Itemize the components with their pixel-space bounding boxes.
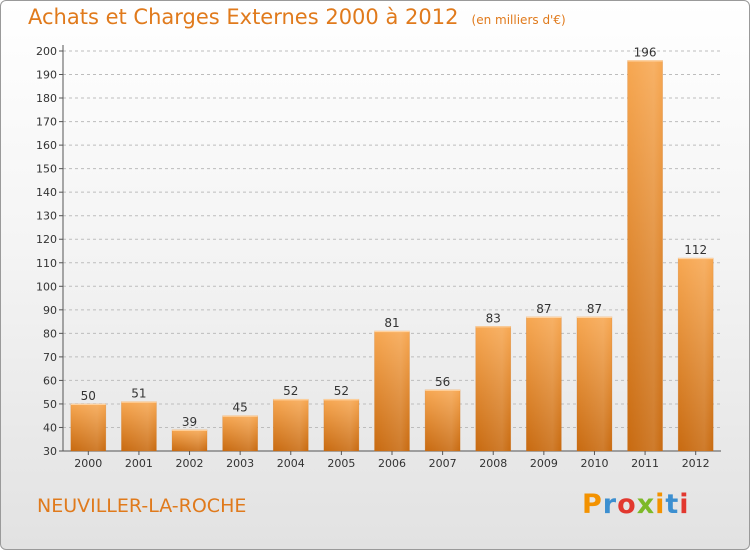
bar-shine bbox=[475, 326, 511, 451]
y-tick-label: 110 bbox=[36, 257, 57, 270]
logo-letter: i bbox=[679, 489, 690, 520]
y-tick-label: 200 bbox=[36, 45, 57, 58]
y-tick-label: 160 bbox=[36, 139, 57, 152]
x-tick-label: 2006 bbox=[378, 457, 406, 470]
bar-shine bbox=[526, 316, 562, 451]
x-tick-label: 2012 bbox=[682, 457, 710, 470]
x-tick-label: 2011 bbox=[631, 457, 659, 470]
logo-letter: t bbox=[665, 489, 680, 520]
data-label: 112 bbox=[684, 243, 707, 257]
data-label: 87 bbox=[536, 302, 551, 316]
bar-shine bbox=[425, 389, 461, 451]
chart-title-text: Achats et Charges Externes 2000 à 2012 bbox=[28, 5, 459, 29]
x-tick-label: 2003 bbox=[226, 457, 254, 470]
y-tick-label: 30 bbox=[43, 445, 57, 458]
bar-shine bbox=[172, 429, 208, 451]
data-label: 39 bbox=[182, 415, 197, 429]
bar-shine bbox=[374, 331, 410, 451]
bar-shine bbox=[70, 403, 106, 451]
data-label: 51 bbox=[131, 387, 146, 401]
logo-letter: P bbox=[582, 489, 603, 520]
x-tick-label: 2007 bbox=[429, 457, 457, 470]
data-label: 45 bbox=[233, 401, 248, 415]
bar-shine bbox=[222, 415, 258, 451]
y-tick-label: 140 bbox=[36, 186, 57, 199]
y-tick-label: 150 bbox=[36, 163, 57, 176]
y-tick-label: 190 bbox=[36, 69, 57, 82]
x-tick-label: 2004 bbox=[277, 457, 305, 470]
chart-title: Achats et Charges Externes 2000 à 2012 (… bbox=[28, 5, 566, 29]
data-label: 52 bbox=[334, 384, 349, 398]
y-tick-label: 130 bbox=[36, 210, 57, 223]
bars bbox=[70, 60, 714, 452]
y-tick-label: 180 bbox=[36, 92, 57, 105]
bar-shine bbox=[323, 399, 359, 451]
x-tick-label: 2002 bbox=[176, 457, 204, 470]
logo-letter: x bbox=[636, 489, 656, 520]
x-tick-label: 2008 bbox=[479, 457, 507, 470]
y-tick-label: 70 bbox=[43, 351, 57, 364]
data-label: 83 bbox=[486, 311, 501, 325]
x-tick-label: 2000 bbox=[74, 457, 102, 470]
data-label: 52 bbox=[283, 384, 298, 398]
commune-name: NEUVILLER-LA-ROCHE bbox=[37, 495, 247, 517]
bar-shine bbox=[576, 316, 612, 451]
y-tick-label: 90 bbox=[43, 304, 57, 317]
y-tick-label: 120 bbox=[36, 233, 57, 246]
y-tick-label: 50 bbox=[43, 398, 57, 411]
x-tick-label: 2009 bbox=[530, 457, 558, 470]
logo-letter: i bbox=[655, 489, 666, 520]
data-label: 50 bbox=[81, 389, 96, 403]
labels: 30 40 50 60 70 80 90 100 110 120 130 140 150 160 170 18… bbox=[36, 45, 710, 470]
y-tick-label: 40 bbox=[43, 421, 57, 434]
x-tick-label: 2005 bbox=[327, 457, 355, 470]
data-label: 87 bbox=[587, 302, 602, 316]
logo-letter: r bbox=[602, 489, 618, 520]
proxiti-logo: Proxiti bbox=[582, 489, 690, 520]
bar-shine bbox=[627, 60, 663, 451]
logo-letter: o bbox=[617, 489, 637, 520]
bar-shine bbox=[121, 401, 157, 451]
y-tick-label: 80 bbox=[43, 327, 57, 340]
bar-shine bbox=[273, 399, 309, 451]
data-label: 56 bbox=[435, 375, 450, 389]
data-label: 81 bbox=[384, 316, 399, 330]
x-tick-label: 2010 bbox=[580, 457, 608, 470]
chart-unit: (en milliers d'€) bbox=[471, 13, 566, 27]
y-tick-label: 170 bbox=[36, 116, 57, 129]
bar-shine bbox=[678, 258, 714, 451]
data-label: 196 bbox=[634, 45, 657, 59]
y-tick-label: 60 bbox=[43, 374, 57, 387]
x-tick-label: 2001 bbox=[125, 457, 153, 470]
y-tick-label: 100 bbox=[36, 280, 57, 293]
